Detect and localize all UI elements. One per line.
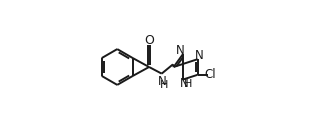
Text: H: H bbox=[184, 79, 192, 89]
Text: N: N bbox=[195, 49, 204, 62]
Text: N: N bbox=[176, 44, 185, 57]
Text: Cl: Cl bbox=[205, 68, 216, 81]
Text: O: O bbox=[144, 34, 154, 47]
Text: H: H bbox=[160, 80, 169, 90]
Text: N: N bbox=[158, 75, 167, 88]
Text: N: N bbox=[180, 77, 189, 90]
